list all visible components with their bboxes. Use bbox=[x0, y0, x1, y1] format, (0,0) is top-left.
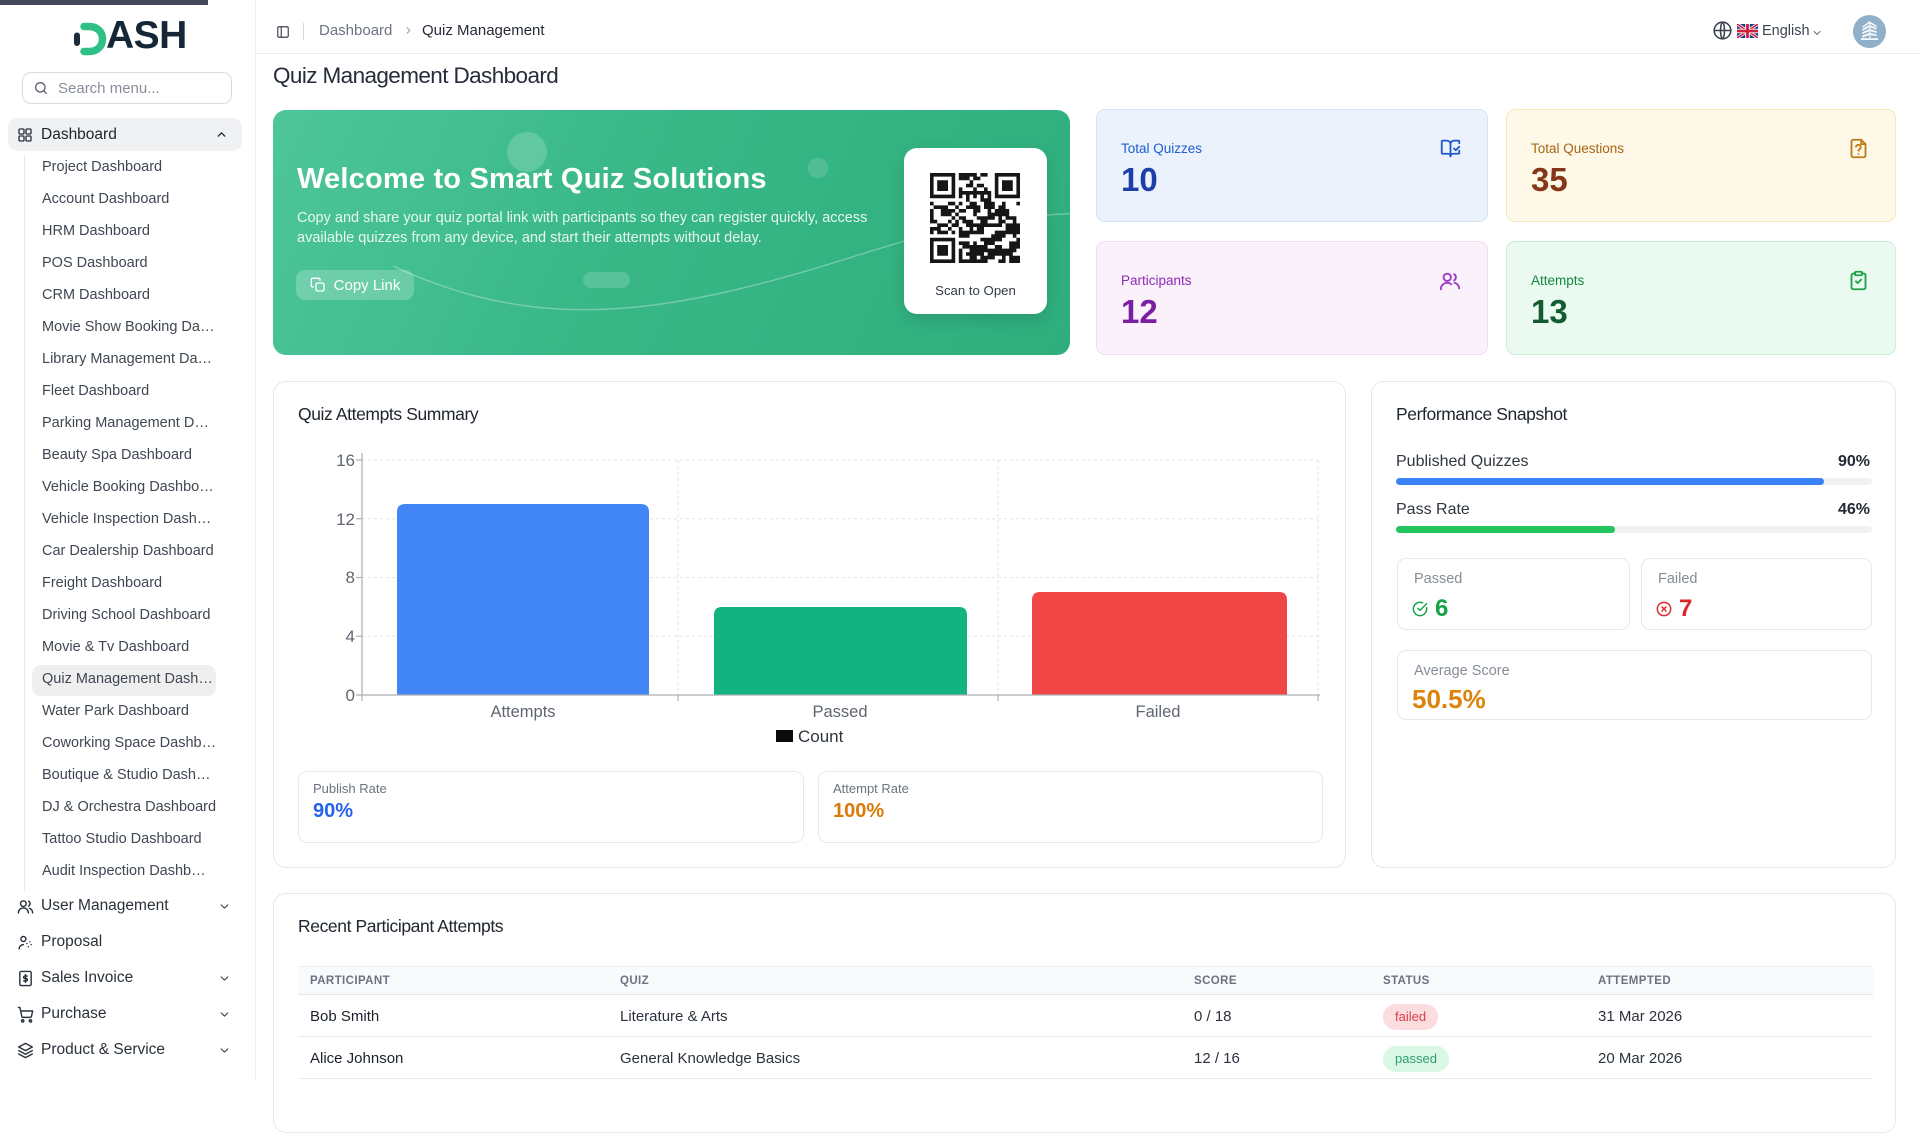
svg-text:Passed: Passed bbox=[812, 703, 867, 721]
svg-text:4: 4 bbox=[346, 627, 355, 646]
svg-text:16: 16 bbox=[336, 451, 355, 470]
svg-text:8: 8 bbox=[346, 568, 355, 587]
svg-text:Failed: Failed bbox=[1136, 703, 1181, 721]
svg-text:Attempts: Attempts bbox=[490, 703, 555, 721]
svg-text:12: 12 bbox=[336, 510, 355, 529]
svg-text:Count: Count bbox=[798, 727, 844, 746]
svg-text:0: 0 bbox=[346, 686, 355, 705]
